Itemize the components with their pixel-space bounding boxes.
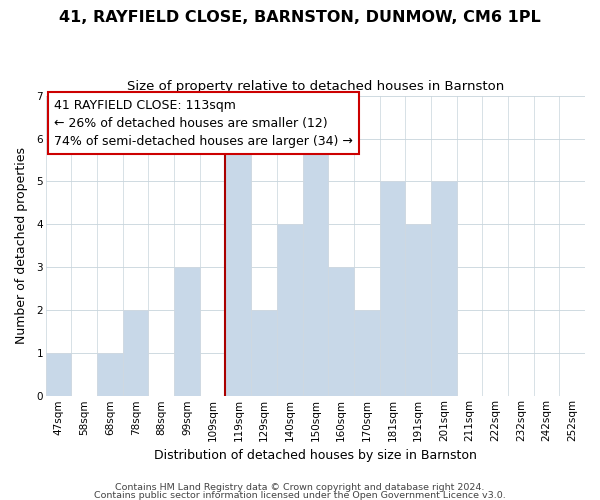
Bar <box>328 268 354 396</box>
Bar <box>174 268 200 396</box>
Bar <box>431 182 457 396</box>
Bar <box>251 310 277 396</box>
Bar <box>354 310 380 396</box>
Bar <box>302 138 328 396</box>
Bar <box>277 224 302 396</box>
Text: 41 RAYFIELD CLOSE: 113sqm
← 26% of detached houses are smaller (12)
74% of semi-: 41 RAYFIELD CLOSE: 113sqm ← 26% of detac… <box>54 98 353 148</box>
Bar <box>123 310 148 396</box>
Title: Size of property relative to detached houses in Barnston: Size of property relative to detached ho… <box>127 80 504 93</box>
Bar <box>46 354 71 397</box>
Bar <box>97 354 123 397</box>
Text: Contains HM Land Registry data © Crown copyright and database right 2024.: Contains HM Land Registry data © Crown c… <box>115 484 485 492</box>
Bar <box>380 182 405 396</box>
X-axis label: Distribution of detached houses by size in Barnston: Distribution of detached houses by size … <box>154 450 477 462</box>
Text: Contains public sector information licensed under the Open Government Licence v3: Contains public sector information licen… <box>94 490 506 500</box>
Bar <box>226 138 251 396</box>
Text: 41, RAYFIELD CLOSE, BARNSTON, DUNMOW, CM6 1PL: 41, RAYFIELD CLOSE, BARNSTON, DUNMOW, CM… <box>59 10 541 25</box>
Bar <box>405 224 431 396</box>
Y-axis label: Number of detached properties: Number of detached properties <box>15 148 28 344</box>
